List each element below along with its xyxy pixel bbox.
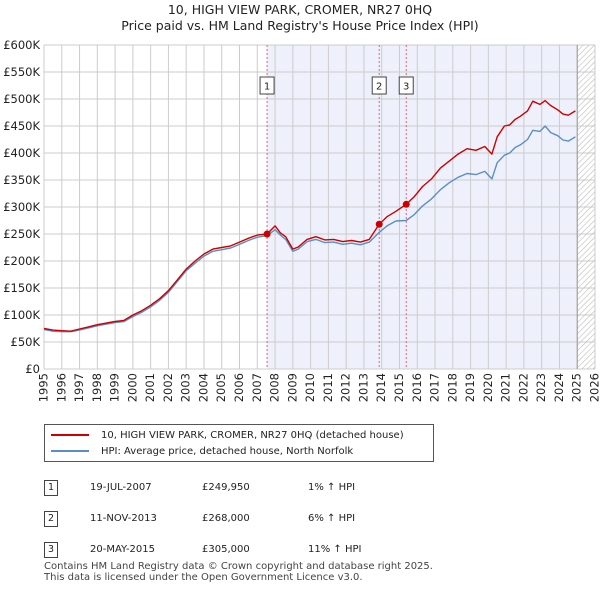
- y-tick-label: £450K: [3, 119, 40, 133]
- x-tick-label: 2000: [125, 373, 139, 402]
- x-tick-label: 1998: [90, 373, 104, 402]
- x-tick-label: 2021: [499, 373, 513, 402]
- y-tick-label: £400K: [3, 146, 40, 160]
- footer-line-1: Contains HM Land Registry data © Crown c…: [44, 561, 433, 572]
- x-tick-label: 2003: [179, 373, 193, 402]
- x-tick-label: 2013: [356, 373, 370, 402]
- sale-hpi-change: 1% ↑ HPI: [308, 482, 356, 493]
- x-tick-label: 2010: [303, 373, 317, 402]
- y-tick-label: £300K: [3, 200, 40, 214]
- x-tick-label: 2011: [321, 373, 335, 402]
- sale-price: £268,000: [202, 513, 250, 524]
- sale-hpi-change: 6% ↑ HPI: [308, 513, 356, 524]
- chart-subtitle: Price paid vs. HM Land Registry's House …: [121, 18, 479, 33]
- y-tick-label: £150K: [3, 281, 40, 295]
- x-tick-label: 2016: [410, 373, 424, 402]
- x-tick-label: 2009: [285, 373, 299, 402]
- series-line-property: [44, 99, 576, 332]
- sale-label-box: [259, 76, 275, 95]
- sale-number-badge: 2: [44, 510, 58, 527]
- x-tick-label: 2019: [463, 373, 477, 402]
- x-tick-label: 2023: [534, 373, 548, 402]
- x-tick-label: 2005: [214, 373, 228, 402]
- x-tick-label: 1996: [54, 373, 68, 402]
- series-line-hpi: [44, 125, 576, 333]
- x-tick-label: 2026: [588, 373, 600, 402]
- sale-date: 19-JUL-2007: [90, 482, 152, 493]
- chart-title: 10, HIGH VIEW PARK, CROMER, NR27 0HQ: [167, 2, 433, 17]
- sale-date: 20-MAY-2015: [90, 544, 156, 555]
- sale-label: 1: [264, 82, 270, 93]
- sale-hpi-change: 11% ↑ HPI: [308, 544, 362, 555]
- x-tick-label: 2007: [250, 373, 264, 402]
- x-tick-label: 2020: [481, 373, 495, 402]
- x-tick-label: 2024: [552, 373, 566, 402]
- footer-attribution: Contains HM Land Registry data © Crown c…: [44, 561, 433, 583]
- legend-swatch-property: [51, 434, 89, 436]
- sale-price: £305,000: [202, 544, 250, 555]
- y-tick-label: £550K: [3, 65, 40, 79]
- x-tick-label: 2004: [196, 373, 210, 402]
- x-tick-label: 2008: [268, 373, 282, 402]
- sale-label: 3: [403, 82, 409, 93]
- price-chart: £0 £50K £100K £150K £200K £250K £300K £350K £400…: [3, 38, 600, 402]
- legend-label-property: 10, HIGH VIEW PARK, CROMER, NR27 0HQ (de…: [101, 429, 404, 441]
- table-row: 2 11-NOV-2013 £268,000 6% ↑ HPI: [44, 503, 361, 534]
- y-tick-label: £100K: [3, 308, 40, 322]
- sale-point: [375, 220, 383, 228]
- y-tick-label: £250K: [3, 227, 40, 241]
- x-tick-label: 2022: [516, 373, 530, 402]
- sale-number-badge: 1: [44, 479, 58, 496]
- sale-point: [263, 230, 271, 238]
- y-tick-label: £350K: [3, 173, 40, 187]
- sale-price: £249,950: [202, 482, 250, 493]
- table-row: 1 19-JUL-2007 £249,950 1% ↑ HPI: [44, 472, 361, 503]
- x-tick-label: 2002: [161, 373, 175, 402]
- x-tick-label: 2006: [232, 373, 246, 402]
- sale-label-box: [371, 76, 387, 95]
- legend-item-property: 10, HIGH VIEW PARK, CROMER, NR27 0HQ (de…: [51, 428, 404, 442]
- y-tick-label: £50K: [11, 335, 41, 349]
- chart-legend: 10, HIGH VIEW PARK, CROMER, NR27 0HQ (de…: [44, 424, 434, 462]
- x-tick-label: 1997: [72, 373, 86, 402]
- y-tick-label: £600K: [3, 38, 40, 52]
- x-tick-label: 2014: [374, 373, 388, 402]
- sale-date: 11-NOV-2013: [90, 513, 157, 524]
- y-tick-label: £500K: [3, 92, 40, 106]
- legend-label-hpi: HPI: Average price, detached house, Nort…: [101, 445, 354, 457]
- x-tick-label: 2012: [339, 373, 353, 402]
- x-tick-label: 2018: [445, 373, 459, 402]
- legend-item-hpi: HPI: Average price, detached house, Nort…: [51, 444, 353, 458]
- sale-point: [402, 200, 410, 208]
- footer-line-2: This data is licensed under the Open Gov…: [44, 572, 363, 583]
- x-tick-label: 2001: [143, 373, 157, 402]
- x-tick-label: 1999: [108, 373, 122, 402]
- x-tick-label: 2025: [570, 373, 584, 402]
- x-tick-label: 2017: [428, 373, 442, 402]
- legend-swatch-hpi: [51, 450, 89, 452]
- sale-label: 2: [376, 82, 382, 93]
- x-tick-label: 2015: [392, 373, 406, 402]
- y-tick-label: £200K: [3, 254, 40, 268]
- x-tick-label: 1995: [37, 373, 51, 402]
- y-tick-label: £0: [25, 362, 40, 376]
- sales-table: 1 19-JUL-2007 £249,950 1% ↑ HPI 2 11-NOV…: [44, 472, 361, 565]
- sale-label-box: [398, 76, 414, 95]
- sale-number-badge: 3: [44, 541, 58, 558]
- future-hatch: [577, 45, 595, 369]
- table-row: 3 20-MAY-2015 £305,000 11% ↑ HPI: [44, 534, 361, 565]
